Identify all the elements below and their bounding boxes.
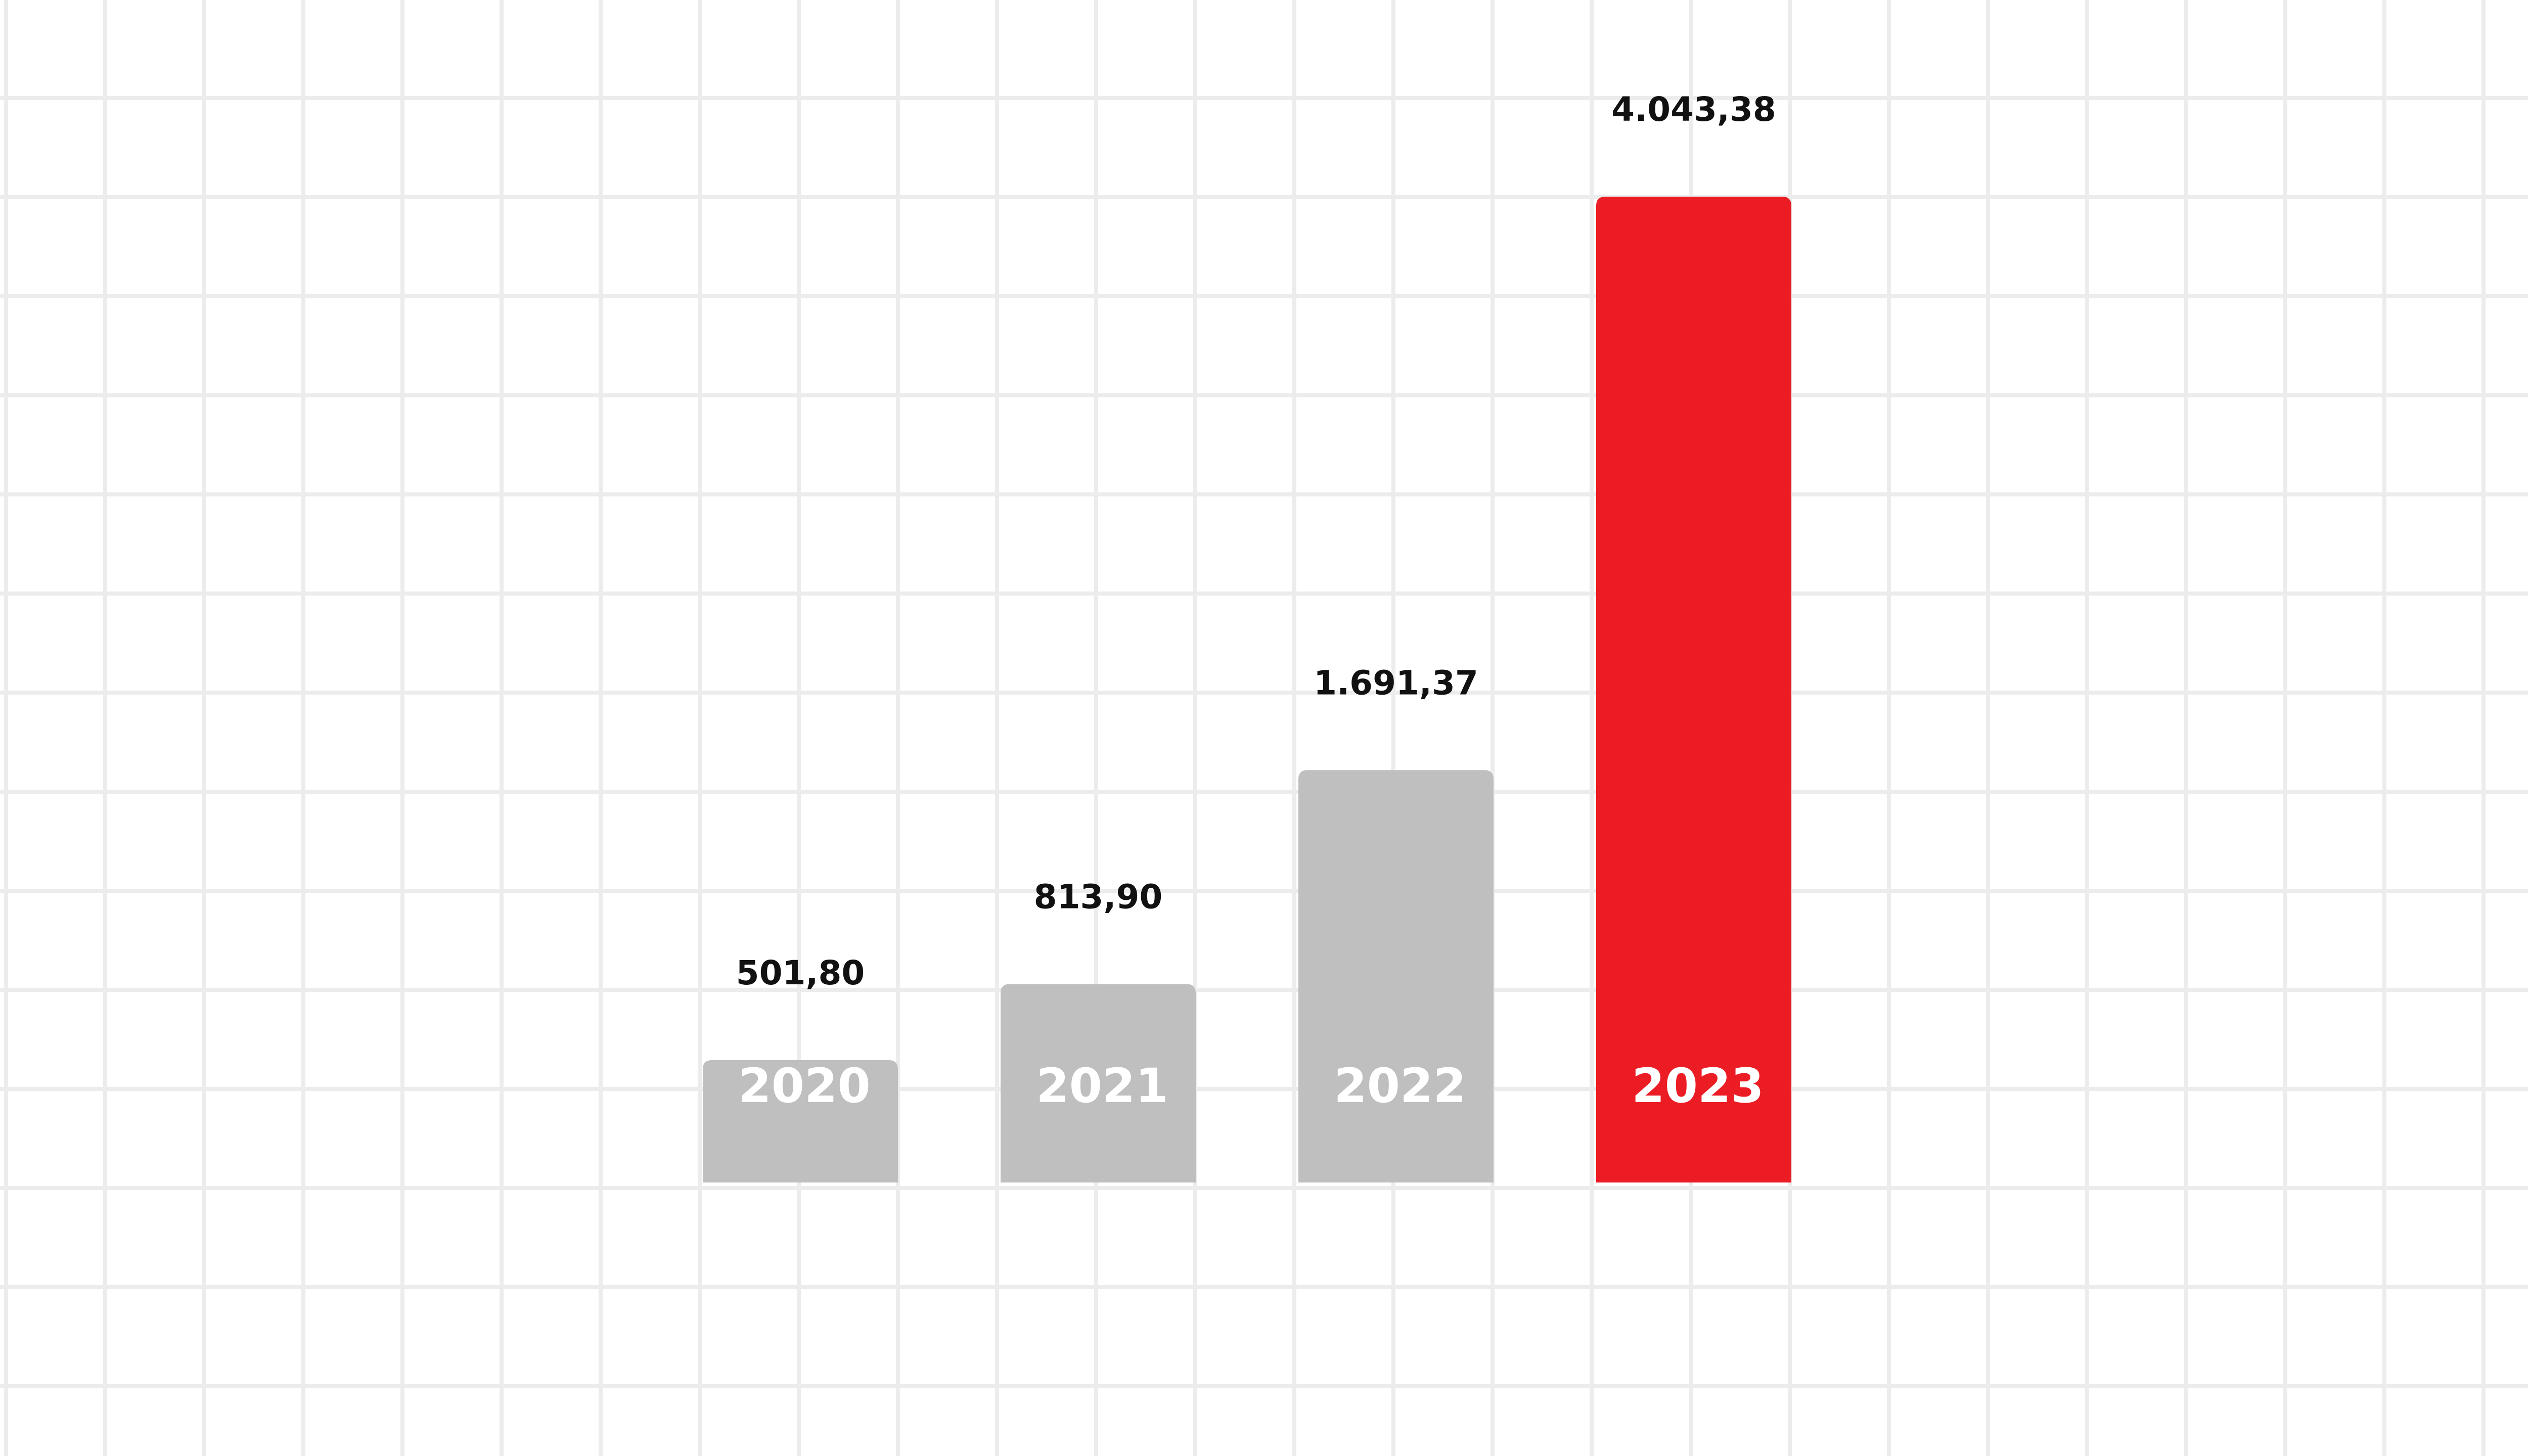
bars-group (703, 197, 1791, 1182)
value-label-2021: 813,90 (1034, 877, 1163, 916)
category-label-2020: 2020 (738, 1059, 871, 1114)
value-label-2022: 1.691,37 (1314, 663, 1478, 702)
category-label-2022: 2022 (1334, 1059, 1466, 1114)
value-label-2023: 4.043,38 (1611, 90, 1776, 129)
bar-2022 (1298, 770, 1494, 1182)
value-label-2020: 501,80 (736, 953, 865, 992)
labels-group: 501,80 2020 813,90 2021 1.691,37 2022 4.043,38… (736, 90, 1776, 1114)
bar-2023 (1596, 197, 1791, 1182)
bar-2021 (1001, 984, 1196, 1182)
bar-2020 (703, 1060, 898, 1182)
category-label-2023: 2023 (1632, 1059, 1764, 1114)
category-label-2021: 2021 (1036, 1059, 1168, 1114)
